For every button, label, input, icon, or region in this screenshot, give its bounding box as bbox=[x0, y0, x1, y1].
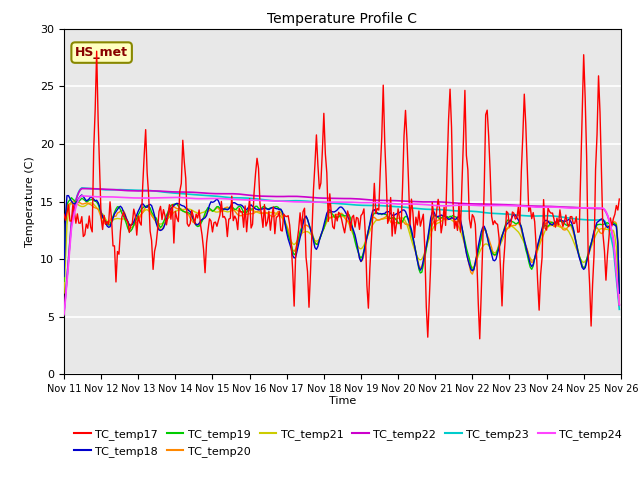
TC_temp19 bbox=[616, 289, 623, 295]
TC_temp22 bbox=[616, 302, 623, 308]
TC_temp19 bbox=[394, 220, 402, 226]
Line: TC_temp21: TC_temp21 bbox=[64, 203, 620, 304]
Line: TC_temp20: TC_temp20 bbox=[64, 201, 620, 292]
Text: HS_met: HS_met bbox=[75, 46, 128, 59]
Line: TC_temp23: TC_temp23 bbox=[64, 188, 620, 312]
TC_temp20 bbox=[198, 218, 206, 224]
TC_temp23 bbox=[595, 217, 602, 223]
TC_temp21 bbox=[240, 209, 248, 215]
TC_temp21 bbox=[252, 209, 259, 215]
TC_temp22 bbox=[78, 186, 86, 192]
X-axis label: Time: Time bbox=[329, 396, 356, 406]
TC_temp22 bbox=[595, 206, 602, 212]
TC_temp23 bbox=[339, 201, 347, 207]
TC_temp21 bbox=[616, 301, 623, 307]
TC_temp20 bbox=[240, 212, 248, 217]
TC_temp20 bbox=[616, 289, 623, 295]
TC_temp20 bbox=[394, 221, 402, 227]
TC_temp17 bbox=[240, 224, 248, 230]
TC_temp18 bbox=[78, 192, 86, 198]
TC_temp24 bbox=[394, 201, 402, 207]
TC_temp24 bbox=[616, 302, 623, 308]
TC_temp18 bbox=[616, 290, 623, 296]
Line: TC_temp17: TC_temp17 bbox=[64, 51, 620, 339]
TC_temp17 bbox=[394, 206, 402, 212]
TC_temp24 bbox=[252, 197, 259, 203]
TC_temp18 bbox=[60, 274, 68, 279]
Line: TC_temp19: TC_temp19 bbox=[64, 198, 620, 292]
TC_temp20 bbox=[339, 212, 347, 218]
TC_temp24 bbox=[339, 199, 347, 205]
TC_temp17 bbox=[60, 211, 68, 217]
TC_temp17 bbox=[93, 48, 100, 54]
Line: TC_temp24: TC_temp24 bbox=[64, 196, 620, 315]
TC_temp23 bbox=[394, 204, 402, 210]
TC_temp18 bbox=[252, 206, 259, 212]
Legend: TC_temp17, TC_temp18, TC_temp19, TC_temp20, TC_temp21, TC_temp22, TC_temp23, TC_: TC_temp17, TC_temp18, TC_temp19, TC_temp… bbox=[70, 425, 627, 461]
TC_temp18 bbox=[240, 204, 248, 210]
TC_temp23 bbox=[78, 185, 86, 191]
TC_temp18 bbox=[339, 206, 347, 212]
Line: TC_temp22: TC_temp22 bbox=[64, 189, 620, 312]
TC_temp22 bbox=[394, 198, 402, 204]
TC_temp20 bbox=[252, 209, 259, 215]
TC_temp19 bbox=[252, 204, 259, 209]
TC_temp19 bbox=[198, 218, 206, 224]
TC_temp17 bbox=[596, 110, 604, 116]
TC_temp21 bbox=[595, 228, 602, 233]
TC_temp19 bbox=[595, 222, 602, 228]
Line: TC_temp18: TC_temp18 bbox=[64, 195, 620, 293]
TC_temp17 bbox=[476, 336, 484, 342]
TC_temp20 bbox=[595, 227, 602, 233]
TC_temp22 bbox=[240, 192, 248, 197]
TC_temp18 bbox=[394, 210, 402, 216]
TC_temp21 bbox=[60, 290, 68, 296]
TC_temp20 bbox=[60, 278, 68, 284]
TC_temp21 bbox=[339, 214, 347, 219]
TC_temp23 bbox=[616, 306, 623, 312]
TC_temp18 bbox=[595, 218, 602, 224]
TC_temp24 bbox=[198, 196, 206, 202]
TC_temp23 bbox=[198, 192, 206, 198]
TC_temp19 bbox=[240, 209, 248, 215]
TC_temp21 bbox=[198, 210, 206, 216]
TC_temp20 bbox=[70, 198, 78, 204]
TC_temp23 bbox=[60, 309, 68, 315]
TC_temp17 bbox=[339, 224, 347, 229]
TC_temp23 bbox=[252, 196, 259, 202]
TC_temp23 bbox=[240, 195, 248, 201]
TC_temp21 bbox=[394, 216, 402, 221]
TC_temp22 bbox=[252, 193, 259, 199]
TC_temp19 bbox=[60, 278, 68, 284]
TC_temp22 bbox=[60, 310, 68, 315]
TC_temp22 bbox=[198, 190, 206, 196]
TC_temp24 bbox=[240, 197, 248, 203]
TC_temp17 bbox=[198, 232, 206, 238]
TC_temp19 bbox=[339, 212, 347, 218]
TC_temp19 bbox=[68, 195, 76, 201]
TC_temp24 bbox=[60, 312, 68, 318]
TC_temp17 bbox=[616, 196, 623, 202]
TC_temp17 bbox=[252, 171, 259, 177]
TC_temp21 bbox=[87, 200, 95, 206]
TC_temp24 bbox=[595, 205, 602, 211]
Y-axis label: Temperature (C): Temperature (C) bbox=[24, 156, 35, 247]
TC_temp24 bbox=[78, 193, 86, 199]
TC_temp18 bbox=[198, 216, 206, 222]
Title: Temperature Profile C: Temperature Profile C bbox=[268, 12, 417, 26]
TC_temp22 bbox=[339, 196, 347, 202]
